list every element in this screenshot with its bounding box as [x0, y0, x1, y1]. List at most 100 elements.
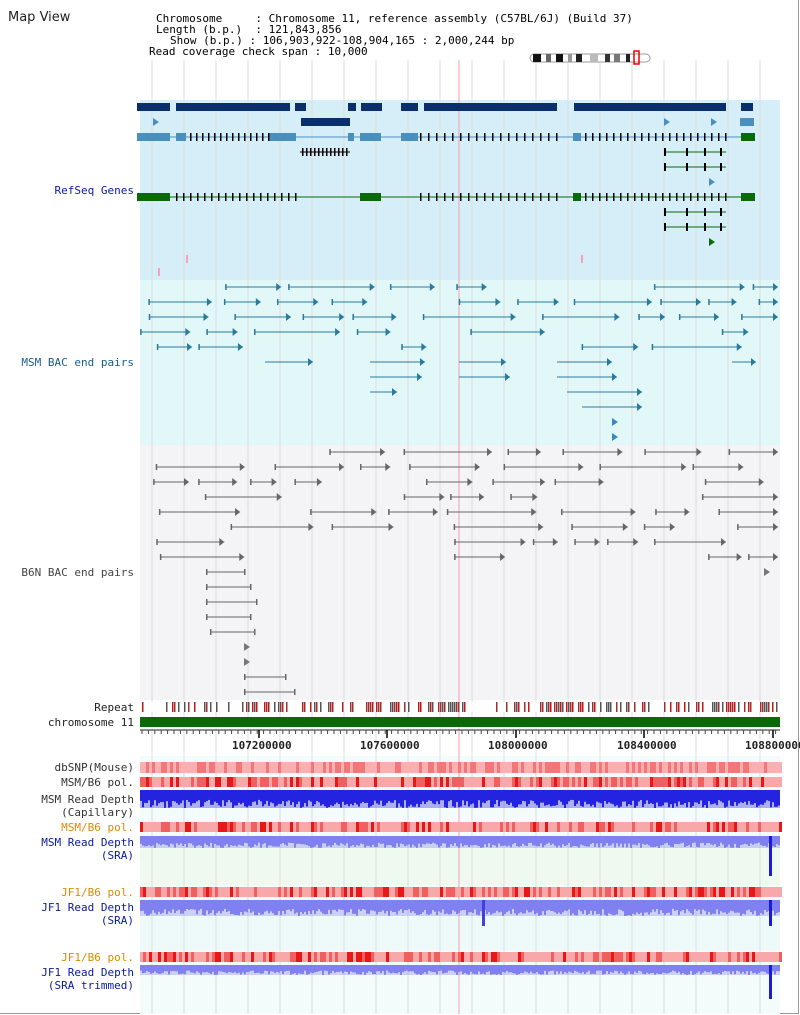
msm-sra-depth-bar: [632, 836, 634, 845]
jf1-sra-depth-bar: [304, 900, 306, 912]
jf1-trim-depth-bar: [676, 965, 678, 973]
jf1-sra-depth-bar: [376, 900, 378, 915]
gene-exon-tick: [725, 193, 727, 201]
jf1-b6-pol-heat-cell: [653, 887, 656, 897]
msm-b6-pol2-heat-cell: [668, 822, 671, 832]
msm-b6-pol2-heat-cell: [536, 822, 539, 832]
track-label-jf1-depth-trim[interactable]: JF1 Read Depth: [41, 966, 134, 979]
msm-sra-depth-bar: [408, 836, 410, 845]
msm-sra-depth-bar: [214, 836, 216, 844]
gene-exon: [401, 133, 418, 141]
jf1-b6-pol-heat-cell: [728, 887, 731, 897]
jf1-trim-depth-bar: [666, 965, 668, 974]
jf1-b6-pol-heat-cell: [467, 887, 470, 897]
jf1-b6-pol-heat-cell: [752, 887, 755, 897]
msm-b6-pol2-heat-cell: [776, 822, 779, 832]
msm-bac-pair-end: [148, 314, 151, 320]
msm-sra-depth-bar: [176, 836, 178, 844]
dbsnp-heat-cell: [200, 762, 203, 773]
jf1-b6-pol2-heat-cell: [311, 952, 314, 962]
msm-bac-pair-end: [232, 328, 238, 336]
msm-capillary-depth-bar: [402, 790, 404, 808]
b6n-bac-pair-end: [316, 478, 322, 486]
msm-sra-depth-bar: [472, 836, 474, 846]
jf1-sra-depth-bar: [722, 900, 724, 913]
jf1-b6-pol-heat-cell: [296, 887, 299, 897]
gene-exon-tick: [592, 133, 594, 141]
track-label-msm-bac[interactable]: MSM BAC end pairs: [21, 356, 134, 369]
msm-sra-depth-bar: [756, 836, 758, 844]
repeat-element: [372, 702, 374, 712]
msm-sra-depth-bar: [660, 836, 662, 846]
msm-sra-depth-bar: [434, 836, 436, 844]
msm-sra-depth-bar: [164, 836, 166, 845]
msm-sra-depth-bar: [264, 836, 266, 844]
jf1-sra-depth-bar: [174, 900, 176, 913]
msm-b6-pol-heat-cell: [539, 777, 542, 787]
msm-b6-pol-heat-cell: [404, 777, 407, 787]
jf1-sra-depth-bar: [658, 900, 660, 915]
jf1-sra-depth-bar: [590, 900, 592, 911]
msm-b6-pol2-heat-cell: [161, 822, 164, 832]
msm-capillary-depth-bar: [548, 790, 550, 805]
msm-b6-pol2-heat-cell: [728, 822, 731, 832]
jf1-b6-pol-heat-cell: [737, 887, 740, 897]
jf1-sra-depth-bar: [604, 900, 606, 915]
track-label-repeat[interactable]: Repeat: [94, 701, 134, 714]
msm-b6-pol-heat-cell: [377, 777, 380, 787]
dbsnp-heat-cell: [437, 762, 440, 773]
b6n-bac-pair-end: [773, 523, 778, 531]
jf1-trim-depth-bar: [440, 965, 442, 971]
msm-capillary-depth-bar: [672, 790, 674, 808]
msm-capillary-depth-bar: [486, 790, 488, 801]
jf1-sra-depth-bar: [436, 900, 438, 916]
repeat-element: [314, 702, 316, 712]
track-label-b6n-bac[interactable]: B6N BAC end pairs: [21, 566, 134, 579]
dbsnp-heat-cell: [434, 762, 437, 773]
jf1-trim-depth-bar: [336, 965, 338, 972]
msm-capillary-depth-bar: [246, 790, 248, 808]
msm-capillary-depth-bar: [422, 790, 424, 802]
jf1-trim-depth-bar: [148, 965, 150, 972]
jf1-sra-depth-bar: [224, 900, 226, 909]
repeat-element: [734, 702, 736, 712]
msm-capillary-depth-bar: [668, 790, 670, 808]
jf1-b6-pol-heat-cell: [275, 887, 278, 897]
track-label-msm-b6-pol-1[interactable]: MSM/B6 pol.: [61, 776, 134, 789]
msm-b6-pol2-heat-cell: [191, 822, 194, 832]
track-label-jf1-depth-sra[interactable]: JF1 Read Depth: [41, 901, 134, 914]
jf1-trim-depth-bar: [324, 965, 326, 971]
msm-capillary-depth-bar: [292, 790, 294, 803]
track-label-jf1-b6-pol-1[interactable]: JF1/B6 pol.: [61, 886, 134, 899]
gene-block: [361, 103, 382, 111]
jf1-sra-depth-bar: [680, 900, 682, 912]
msm-sra-depth-bar: [708, 836, 710, 844]
track-label-msm-depth-cap[interactable]: MSM Read Depth: [41, 793, 134, 806]
msm-sra-depth-bar: [734, 836, 736, 844]
b6n-bac-pair-end: [446, 509, 449, 515]
msm-sra-depth-bar: [534, 836, 536, 846]
msm-b6-pol2-heat-cell: [389, 822, 392, 832]
jf1-sra-panel: [140, 915, 780, 950]
msm-capillary-depth-bar: [500, 790, 502, 802]
track-label-dbsnp[interactable]: dbSNP(Mouse): [54, 761, 134, 774]
msm-sra-depth-bar: [584, 836, 586, 847]
msm-b6-pol2-heat-cell: [503, 822, 506, 832]
track-label-refseq[interactable]: RefSeq Genes: [54, 184, 134, 197]
jf1-sra-depth-bar: [530, 900, 532, 913]
gene-exon-tick: [268, 133, 270, 141]
jf1-sra-depth-bar: [570, 900, 572, 916]
msm-capillary-depth-bar: [222, 790, 224, 801]
jf1-b6-pol-heat-cell: [380, 887, 383, 897]
track-label-msm-b6-pol-2[interactable]: MSM/B6 pol.: [61, 821, 134, 834]
msm-b6-pol-heat-cell: [152, 777, 155, 787]
track-label-chromosome[interactable]: chromosome 11: [47, 716, 134, 729]
jf1-trim-depth-bar: [420, 965, 422, 975]
gene-exon-tick: [613, 193, 615, 201]
track-label-jf1-b6-pol-2[interactable]: JF1/B6 pol.: [61, 951, 134, 964]
msm-bac-pair-end: [743, 328, 749, 336]
dbsnp-heat-cell: [314, 762, 317, 773]
track-label-msm-depth-sra[interactable]: MSM Read Depth: [41, 836, 134, 849]
b6n-bac-pair-end: [538, 523, 544, 531]
